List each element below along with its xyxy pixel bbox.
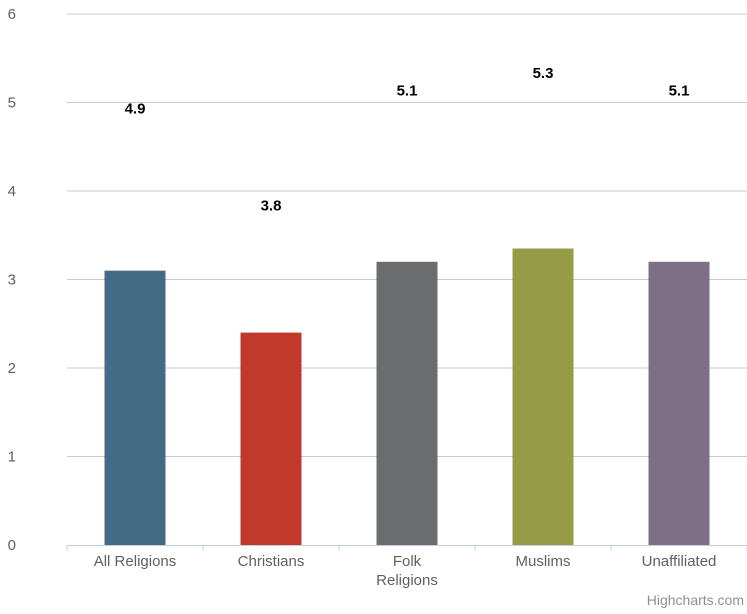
y-axis: 0 1 2 3 4 5 6 — [8, 6, 16, 554]
data-label: 5.1 — [669, 83, 690, 100]
x-tick-label: All Religions — [94, 553, 177, 570]
bar — [104, 270, 166, 545]
data-label: 4.9 — [125, 100, 146, 117]
x-tick-label: Christians — [238, 553, 305, 570]
x-tick-label: Unaffiliated — [642, 553, 717, 570]
bar — [512, 248, 574, 545]
data-label: 3.8 — [261, 198, 282, 215]
y-tick-label: 2 — [8, 360, 16, 377]
y-tick-label: 6 — [8, 6, 16, 23]
x-tick-label: Folk — [393, 553, 422, 570]
bars — [104, 248, 710, 545]
data-label: 5.3 — [533, 65, 554, 82]
x-tick-label: Religions — [376, 572, 438, 589]
y-tick-label: 3 — [8, 272, 16, 289]
data-labels: 4.9 3.8 5.1 5.3 5.1 — [125, 65, 690, 215]
y-tick-label: 4 — [8, 183, 16, 200]
bar — [376, 261, 438, 545]
x-axis: All Religions Christians Folk Religions Musl… — [66, 545, 747, 589]
y-tick-label: 5 — [8, 95, 16, 112]
y-tick-label: 1 — [8, 449, 16, 466]
y-tick-label: 0 — [8, 537, 16, 554]
bar — [648, 261, 710, 545]
x-tick-label: Muslims — [516, 553, 571, 570]
bar — [240, 332, 302, 545]
highcharts-credit-link[interactable]: Highcharts.com — [647, 592, 744, 608]
data-label: 5.1 — [397, 83, 418, 100]
